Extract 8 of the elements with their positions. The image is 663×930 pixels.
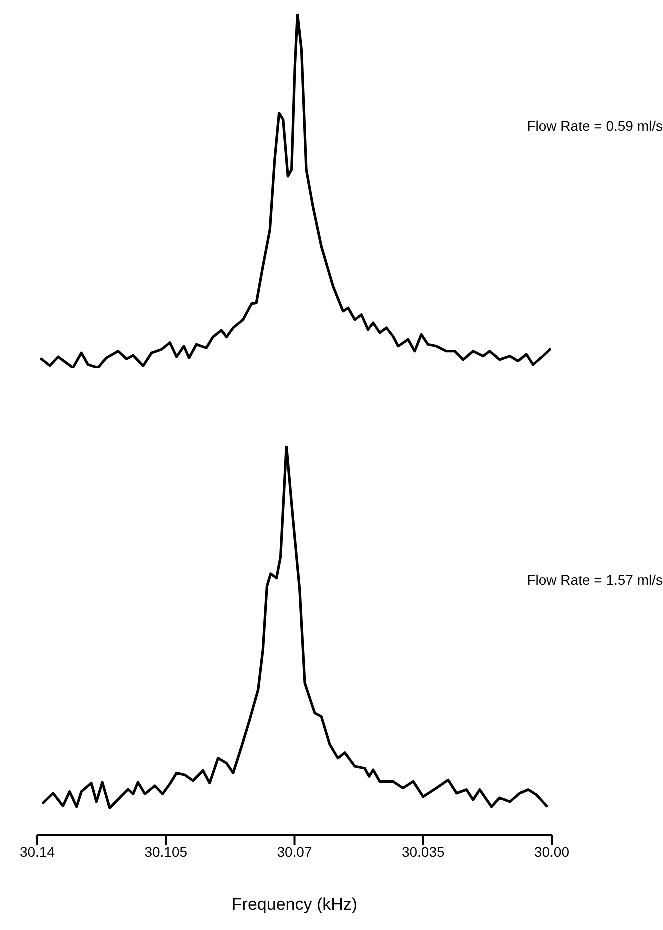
x-tick-label: 30.07 bbox=[277, 844, 312, 860]
annotation: Flow Rate = 1.57 ml/s bbox=[527, 572, 663, 588]
x-tick-label: 30.14 bbox=[20, 844, 56, 860]
x-axis-title: Frequency (kHz) bbox=[232, 895, 358, 914]
annotation: Flow Rate = 0.59 ml/s bbox=[527, 118, 663, 134]
x-tick-label: 30.035 bbox=[402, 844, 445, 860]
x-tick-label: 30.00 bbox=[534, 844, 570, 860]
x-tick-label: 30.105 bbox=[144, 844, 188, 860]
